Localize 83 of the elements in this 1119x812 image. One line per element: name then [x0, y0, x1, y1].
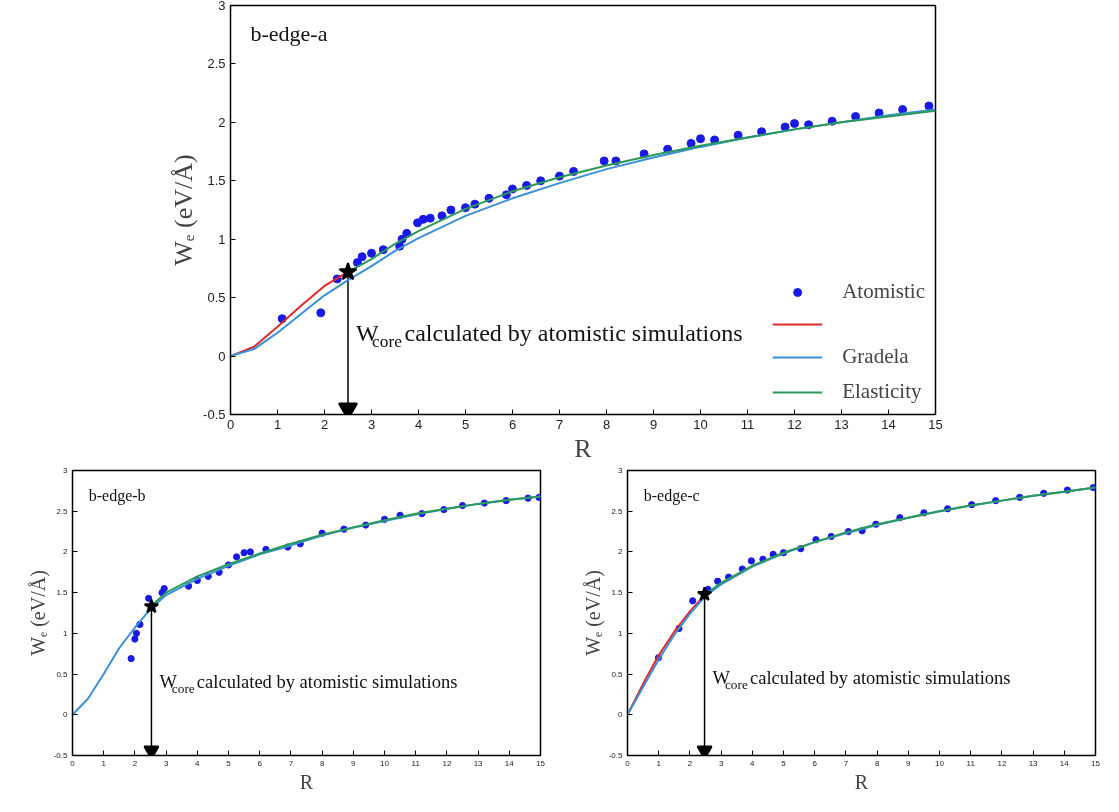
y-axis-title: Wₑ (eV/Å) [26, 570, 50, 656]
x-tick-label: 6 [508, 416, 517, 432]
x-axis-title: R [299, 770, 314, 793]
x-tick-label: 10 [693, 416, 708, 432]
x-axis-title: R [574, 433, 593, 463]
y-tick-label: 1.5 [207, 173, 226, 189]
y-axis-title: Wₑ (eV/Å) [581, 570, 605, 656]
x-tick-label: 6 [257, 758, 263, 768]
y-axis-title: Wₑ (eV/Å) [169, 154, 199, 266]
y-tick-label: 1 [618, 628, 624, 638]
x-tick-label: 4 [750, 758, 756, 768]
x-tick-label: 11 [740, 416, 755, 432]
legend-label: Atomistic [842, 279, 925, 304]
y-tick-label: 1 [63, 628, 69, 638]
y-tick-label: 0.5 [207, 290, 226, 306]
x-tick-label: 2 [687, 758, 693, 768]
y-tick-label: 2.5 [56, 506, 69, 516]
x-tick-label: 5 [226, 758, 232, 768]
x-tick-label: 10 [380, 758, 390, 768]
text: b-edge-b [88, 486, 146, 505]
x-tick-label: 9 [906, 758, 912, 768]
x-tick-label: 4 [195, 758, 201, 768]
y-tick-label: 0.5 [611, 669, 624, 679]
x-tick-label: 14 [504, 758, 515, 768]
x-tick-label: 11 [411, 758, 421, 768]
x-tick-label: 10 [935, 758, 945, 768]
legend-label: Elasticity [842, 379, 922, 404]
x-tick-label: 15 [928, 416, 943, 432]
x-tick-label: 0 [625, 758, 631, 768]
x-tick-label: 8 [874, 758, 880, 768]
x-tick-label: 4 [414, 416, 423, 432]
x-tick-label: 12 [787, 416, 802, 432]
x-tick-label: 7 [288, 758, 294, 768]
x-tick-label: 7 [843, 758, 849, 768]
x-tick-label: 13 [834, 416, 849, 432]
text: b-edge-c [643, 486, 700, 505]
x-tick-label: 0 [70, 758, 76, 768]
legend-label: Gradela [842, 344, 909, 369]
x-tick-label: 3 [367, 416, 376, 432]
x-tick-label: 11 [966, 758, 976, 768]
x-axis-title: R [854, 770, 869, 793]
x-tick-label: 3 [718, 758, 724, 768]
x-tick-label: 5 [781, 758, 787, 768]
y-tick-label: 1.5 [56, 588, 69, 598]
y-tick-label: 2.5 [611, 506, 624, 516]
x-tick-label: 9 [649, 416, 658, 432]
x-tick-label: 13 [473, 758, 484, 768]
y-tick-label: 2.5 [207, 56, 226, 72]
y-tick-label: 0 [218, 348, 226, 364]
y-tick-label: 0 [618, 710, 624, 720]
x-tick-label: 14 [881, 416, 896, 432]
text: b-edge-a [250, 20, 328, 46]
x-tick-label: 14 [1059, 758, 1070, 768]
x-tick-label: 13 [1028, 758, 1039, 768]
x-tick-label: 15 [536, 758, 546, 768]
x-tick-label: 12 [997, 758, 1007, 768]
x-tick-label: 12 [442, 758, 452, 768]
x-tick-label: 15 [1091, 758, 1101, 768]
y-tick-label: 1.5 [611, 588, 624, 598]
x-tick-label: 6 [812, 758, 818, 768]
y-tick-label: 2 [63, 547, 69, 557]
y-tick-label: 1 [218, 231, 226, 247]
y-tick-label: 0.5 [56, 669, 69, 679]
y-tick-label: 3 [218, 0, 226, 13]
y-tick-label: -0.5 [203, 407, 226, 422]
x-tick-label: 2 [132, 758, 138, 768]
y-tick-label: 2 [618, 547, 624, 557]
y-tick-label: -0.5 [608, 751, 624, 760]
x-tick-label: 1 [101, 758, 107, 768]
x-tick-label: 3 [163, 758, 169, 768]
y-tick-label: -0.5 [53, 751, 69, 760]
x-tick-label: 7 [555, 416, 564, 432]
y-tick-label: 0 [63, 710, 69, 720]
y-tick-label: 2 [218, 114, 226, 130]
x-tick-label: 8 [319, 758, 325, 768]
x-tick-label: 2 [320, 416, 329, 432]
x-tick-label: 1 [656, 758, 662, 768]
y-tick-label: 3 [63, 466, 69, 475]
x-tick-label: 8 [602, 416, 611, 432]
x-tick-label: 5 [461, 416, 470, 432]
y-tick-label: 3 [618, 466, 624, 475]
x-tick-label: 9 [351, 758, 357, 768]
x-tick-label: 1 [273, 416, 282, 432]
